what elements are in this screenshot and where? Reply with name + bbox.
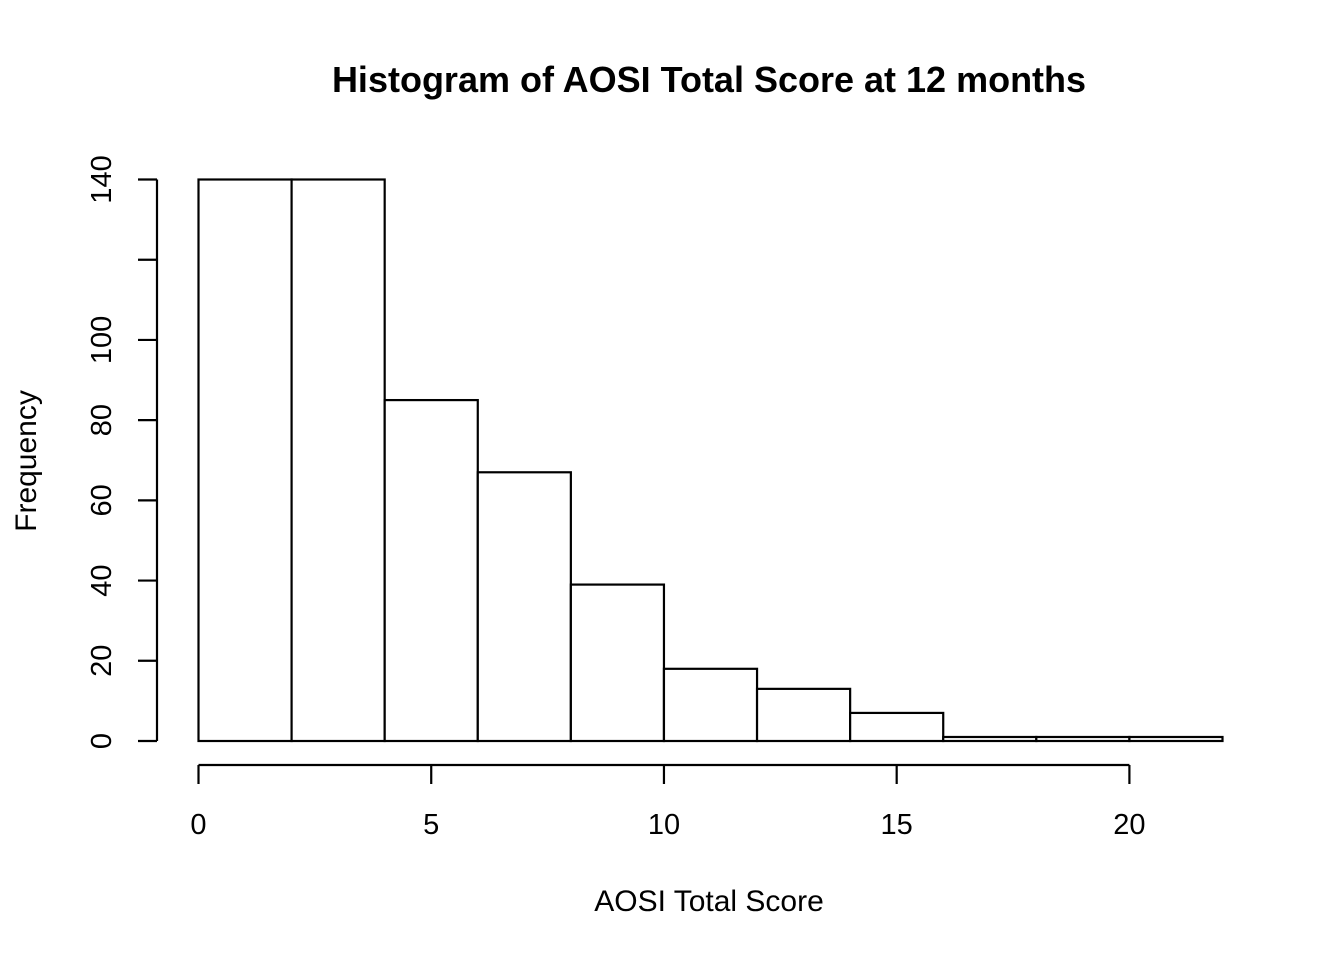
y-axis-label: Frequency (10, 390, 43, 532)
x-tick-label: 15 (881, 809, 913, 841)
histogram-bar-12-14 (755, 687, 852, 743)
y-tick-label: 20 (86, 645, 118, 677)
y-tick-label: 0 (86, 733, 118, 749)
histogram-bar-10-12 (662, 667, 759, 743)
y-tick-label: 40 (86, 564, 118, 596)
x-tick-label: 20 (1113, 809, 1145, 841)
y-axis: 0 20 40 60 80 100 140 (86, 155, 159, 749)
histogram-bar-2-4 (290, 178, 386, 743)
chart-title: Histogram of AOSI Total Score at 12 mont… (332, 59, 1086, 100)
histogram-bars (197, 178, 1224, 743)
histogram-bar-0-2 (197, 178, 293, 743)
y-tick-label: 60 (86, 484, 118, 516)
y-tick-label: 140 (86, 155, 118, 203)
x-tick-label: 5 (423, 809, 439, 841)
x-axis: 0 5 10 15 20 (190, 763, 1146, 841)
histogram-bar-16-18 (942, 735, 1038, 743)
histogram-bar-14-16 (849, 711, 945, 743)
y-tick-label: 100 (86, 316, 118, 364)
histogram-bar-4-6 (383, 398, 479, 743)
histogram-bar-18-20 (1035, 735, 1131, 743)
histogram-bar-6-8 (476, 471, 572, 743)
histogram-bar-8-10 (569, 583, 666, 743)
x-axis-label: AOSI Total Score (594, 885, 824, 918)
histogram-bar-20-22 (1128, 735, 1224, 743)
x-tick-label: 10 (648, 809, 680, 841)
x-tick-label: 0 (190, 809, 206, 841)
y-tick-label: 80 (86, 404, 118, 436)
